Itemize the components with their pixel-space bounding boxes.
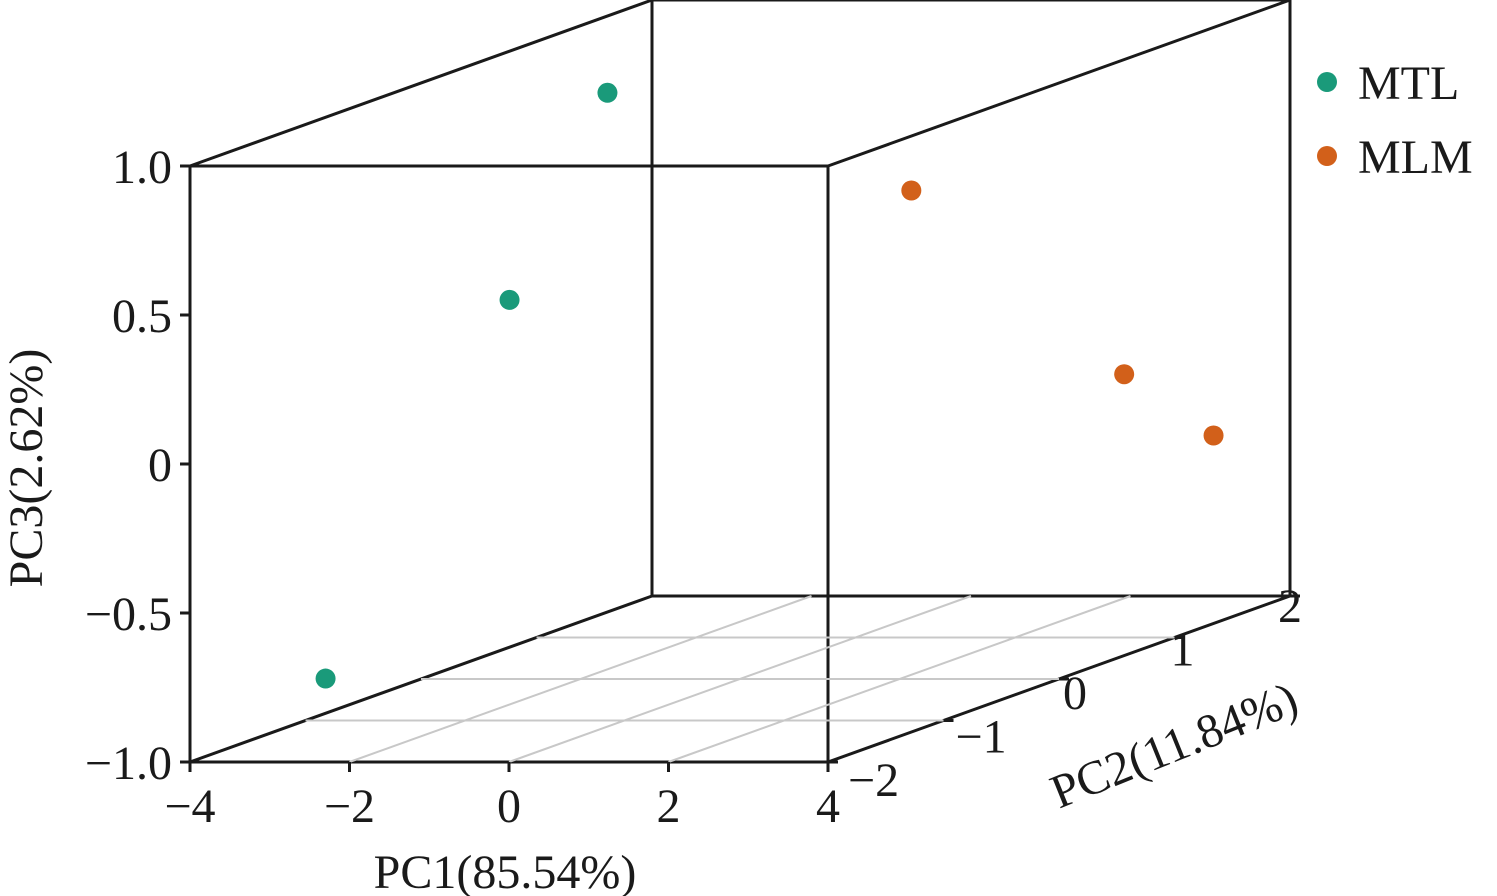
- y-tick-label: −1: [956, 711, 1007, 764]
- z-tick-label: −1.0: [85, 737, 172, 790]
- z-tick-label: 0.5: [112, 290, 172, 343]
- data-point-mlm: [901, 180, 922, 201]
- data-point-mtl: [499, 289, 520, 310]
- x-tick-label: 0: [497, 780, 521, 833]
- axis-ticks: [180, 164, 1300, 772]
- z-tick-label: 1.0: [112, 141, 172, 194]
- legend-marker-mlm: [1317, 146, 1337, 166]
- top-right-depth-edge: [827, 0, 1291, 168]
- x-tick-label: 2: [657, 780, 681, 833]
- data-point-mtl: [597, 82, 618, 103]
- z-axis-title: PC3(2.62%): [0, 349, 53, 588]
- x-axis-title: PC1(85.54%): [374, 846, 637, 896]
- y-tick-label: −2: [848, 754, 899, 807]
- x-tick-label: −2: [324, 780, 375, 833]
- y-tick-label: 2: [1278, 580, 1302, 633]
- data-point-mlm: [1114, 364, 1135, 385]
- legend-marker-mtl: [1317, 72, 1337, 92]
- legend-label-mtl: MTL: [1358, 57, 1459, 110]
- z-tick-label: −0.5: [85, 588, 172, 641]
- data-points: [315, 82, 1224, 689]
- data-point-mlm: [1203, 425, 1224, 446]
- x-tick-label: −4: [164, 780, 215, 833]
- y-tick-label: 1: [1171, 624, 1195, 677]
- data-point-mtl: [315, 668, 336, 689]
- tick-labels: −4 −2 0 2 4 −1.0 −0.5 0 0.5 1.0 −2 −1 0 1 2: [85, 141, 1302, 833]
- x-tick-label: 4: [816, 780, 840, 833]
- floor-grid: [305, 595, 1175, 763]
- legend: MTL MLM: [1317, 57, 1473, 184]
- top-left-depth-edge: [189, 0, 653, 168]
- z-tick-label: 0: [148, 439, 172, 492]
- legend-label-mlm: MLM: [1358, 131, 1473, 184]
- y-tick-label: 0: [1063, 667, 1087, 720]
